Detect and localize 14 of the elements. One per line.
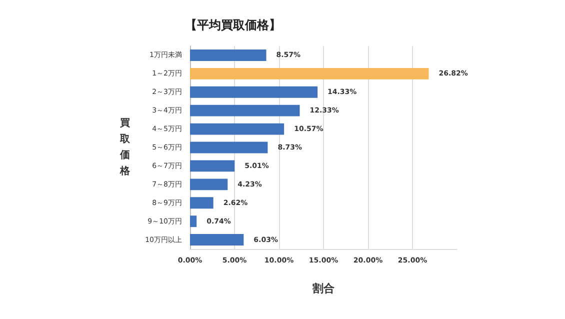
bar bbox=[190, 197, 214, 209]
x-axis-title: 割合 bbox=[312, 282, 336, 295]
chart-title: 【平均買取価格】 bbox=[185, 18, 281, 32]
bar bbox=[190, 142, 268, 154]
bar bbox=[190, 68, 429, 80]
bar bbox=[190, 178, 228, 190]
bar bbox=[190, 123, 284, 135]
bar bbox=[190, 104, 300, 116]
bar bbox=[190, 50, 266, 61]
y-axis-title: 買取価格 bbox=[119, 118, 131, 177]
bar bbox=[190, 234, 244, 246]
bar bbox=[190, 216, 197, 228]
bar bbox=[190, 160, 235, 172]
bar bbox=[190, 86, 318, 98]
